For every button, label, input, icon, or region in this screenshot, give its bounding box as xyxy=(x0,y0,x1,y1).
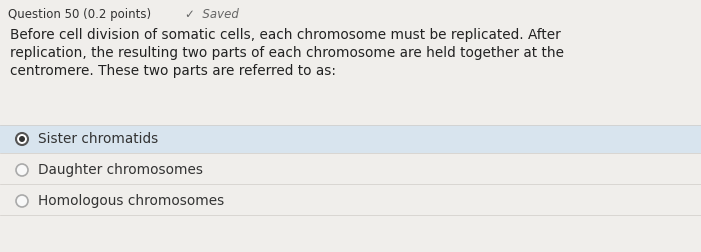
Circle shape xyxy=(19,136,25,142)
Circle shape xyxy=(16,164,28,176)
FancyBboxPatch shape xyxy=(0,156,701,184)
Text: Homologous chromosomes: Homologous chromosomes xyxy=(38,194,224,208)
Circle shape xyxy=(16,195,28,207)
FancyBboxPatch shape xyxy=(0,125,701,153)
Text: Before cell division of somatic cells, each chromosome must be replicated. After: Before cell division of somatic cells, e… xyxy=(10,28,561,42)
Text: centromere. These two parts are referred to as:: centromere. These two parts are referred… xyxy=(10,64,336,78)
Text: Question 50 (0.2 points): Question 50 (0.2 points) xyxy=(8,8,151,21)
Text: replication, the resulting two parts of each chromosome are held together at the: replication, the resulting two parts of … xyxy=(10,46,564,60)
Text: Daughter chromosomes: Daughter chromosomes xyxy=(38,163,203,177)
FancyBboxPatch shape xyxy=(0,187,701,215)
Text: ✓  Saved: ✓ Saved xyxy=(185,8,239,21)
Text: Sister chromatids: Sister chromatids xyxy=(38,132,158,146)
Circle shape xyxy=(16,133,28,145)
